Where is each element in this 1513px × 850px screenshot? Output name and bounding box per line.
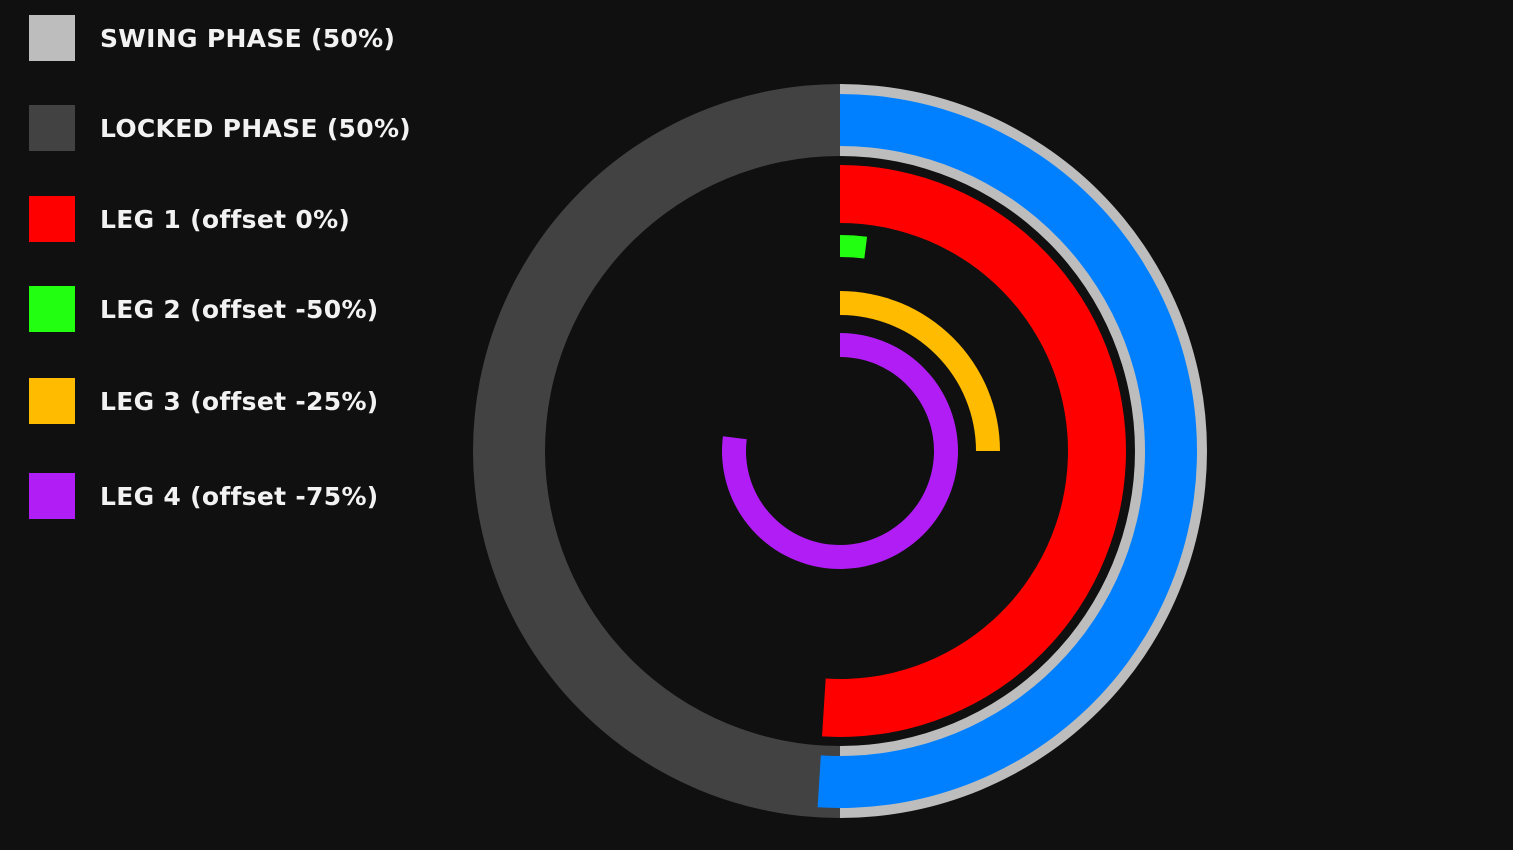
leg-3-arc	[840, 291, 1000, 451]
legend-label-leg-2: LEG 2 (offset -50%)	[100, 294, 379, 324]
legend-swatch-leg-4	[29, 473, 75, 519]
leg-2-arc	[840, 235, 868, 259]
legend-item-swing-phase: SWING PHASE (50%)	[29, 15, 395, 61]
progress-arc	[817, 94, 1198, 808]
legend-item-locked-phase: LOCKED PHASE (50%)	[29, 105, 411, 151]
legend-label-locked: LOCKED PHASE (50%)	[100, 113, 412, 143]
legend-item-leg-1: LEG 1 (offset 0%)	[29, 196, 350, 242]
leg-1-arc	[822, 165, 1126, 737]
legend-swatch-leg-1	[29, 196, 75, 242]
legend-swatch-locked	[29, 105, 75, 151]
legend-swatch-swing	[29, 15, 75, 61]
legend-label-leg-4: LEG 4 (offset -75%)	[100, 481, 379, 511]
legend-swatch-leg-3	[29, 378, 75, 424]
locked-phase-arc	[473, 84, 840, 818]
legend-swatch-leg-2	[29, 286, 75, 332]
legend: SWING PHASE (50%) LOCKED PHASE (50%) LEG…	[29, 0, 469, 560]
legend-item-leg-2: LEG 2 (offset -50%)	[29, 286, 379, 332]
legend-label-leg-1: LEG 1 (offset 0%)	[100, 204, 351, 234]
legend-item-leg-4: LEG 4 (offset -75%)	[29, 473, 379, 519]
legend-item-leg-3: LEG 3 (offset -25%)	[29, 378, 379, 424]
legend-label-swing: SWING PHASE (50%)	[100, 23, 396, 53]
leg-4-arc	[722, 333, 959, 569]
legend-label-leg-3: LEG 3 (offset -25%)	[100, 386, 379, 416]
